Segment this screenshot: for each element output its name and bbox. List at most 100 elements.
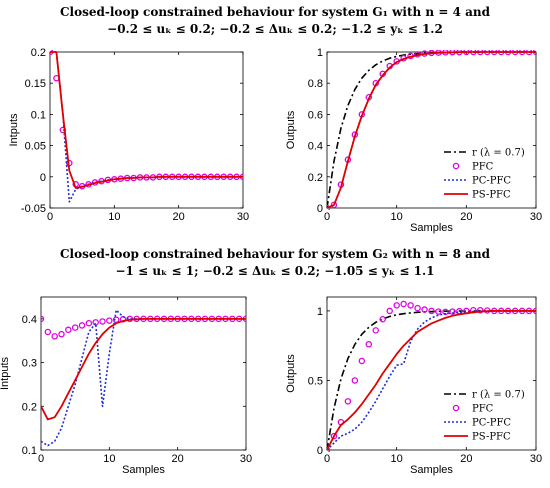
x-tick-label: 30 [237,211,249,223]
x-axis-label: Samples [410,222,453,234]
x-tick-label: 20 [460,453,472,465]
x-tick-label: 30 [240,453,252,465]
y-tick-label: -0.05 [21,203,46,215]
pfc-marker [106,317,113,324]
legend: r (λ = 0.7) PFC PC-PFC PS-PFC [440,386,532,446]
y-tick-label: 0.5 [308,375,323,387]
x-tick-label: 30 [530,453,542,465]
legend-label: PS-PFC [472,432,511,443]
pfc-marker [358,357,366,365]
pfc-marker [407,302,414,309]
pfc-marker [58,330,65,338]
plot-area-box [49,51,244,209]
pfc-marker [44,328,52,336]
y-tick-label: 0.6 [308,109,323,121]
plot-area-box [326,296,537,451]
legend: r (λ = 0.7) PFC PC-PFC PS-PFC [440,144,532,204]
x-axis-label: Samples [122,464,165,476]
legend-marker-pfc [452,162,460,170]
pfc-marker [386,307,393,315]
chart-panel-3: 0 10 20 30 0.1 0.2 0.3 0.4 Samples Intputs [0,296,252,476]
y-tick-label: 0.4 [308,141,323,153]
ps-pfc-line [50,51,243,189]
pfc-marker [344,398,352,405]
x-tick-label: 0 [324,211,330,223]
y-tick-label: 0.8 [308,78,323,90]
legend-label: PS-PFC [472,190,511,201]
y-tick-label: 1 [317,47,323,59]
legend-marker-pfc [452,404,460,412]
pfc-marker [379,316,386,323]
ps-pfc-line [327,309,536,451]
figure2-title-line1: Closed-loop constrained behaviour for sy… [60,247,491,261]
plot-area-box [40,296,247,451]
pc-pfc-line [50,51,243,203]
figure1-title-line2: −0.2 ≤ uₖ ≤ 0.2; −0.2 ≤ Δuₖ ≤ 0.2; −1.2 … [107,22,443,36]
legend-label: PC-PFC [472,418,511,429]
x-tick-label: 10 [391,211,403,223]
y-tick-label: 0 [40,172,46,184]
pfc-marker [51,333,58,340]
x-tick-label: 20 [460,211,472,223]
pc-pfc-line [41,309,246,447]
pfc-marker [327,204,331,210]
x-tick-label: 10 [103,453,115,465]
x-tick-label: 20 [173,211,185,223]
y-axis-label: Outputs [285,354,297,393]
x-tick-label: 10 [108,211,120,223]
y-axis-label: Intputs [8,113,20,147]
legend-label: PC-PFC [472,176,511,187]
pfc-marker [327,446,331,452]
pfc-marker [365,341,373,348]
pfc-marker [85,319,93,327]
pfc-marker [477,306,484,314]
figure2-title-line2: −1 ≤ uₖ ≤ 1; −0.2 ≤ Δuₖ ≤ 0.2; −1.05 ≤ y… [116,264,435,278]
plot-series-group [327,300,536,452]
pfc-marker [351,377,359,384]
pfc-marker [421,306,428,313]
y-axis-label: Intputs [0,356,11,390]
figure1-title-line1: Closed-loop constrained behaviour for sy… [60,5,491,19]
x-tick-label: 10 [391,453,403,465]
x-tick-label: 30 [530,211,542,223]
pfc-marker [71,324,79,331]
legend-label: r (λ = 0.7) [472,148,525,159]
pfc-marker [372,327,380,334]
pfc-marker [414,304,421,312]
y-tick-label: 0.15 [25,78,46,90]
y-tick-label: 0.2 [308,172,323,184]
y-tick-label: 0.1 [31,109,46,121]
pfc-marker [92,319,99,326]
y-tick-label: 0.1 [22,445,37,457]
x-axis-label: Samples [410,464,453,476]
legend-label: r (λ = 0.7) [472,390,525,401]
pfc-marker [428,307,435,315]
x-tick-label: 0 [47,211,53,223]
plot-series-group [41,309,246,447]
pfc-marker [449,308,456,315]
pfc-marker [400,300,407,308]
y-tick-label: 0.3 [22,358,37,370]
legend-label: PFC [472,162,494,173]
y-tick-label: 0.4 [22,314,37,326]
y-tick-label: 0.2 [31,47,46,59]
pfc-marker [41,315,45,323]
y-tick-label: 0.05 [25,141,46,153]
pfc-marker [78,322,86,329]
x-tick-label: 0 [324,453,330,465]
plot-series-group [327,50,536,210]
pfc-marker [330,432,338,440]
pfc-marker [99,318,106,325]
legend-label: PFC [472,404,494,415]
x-tick-label: 0 [38,453,44,465]
chart-panel-4: 0 10 20 30 0 0.5 1 Samples Outputs r (λ = 0.7) PFC… [285,296,542,476]
y-tick-label: 1 [317,306,323,318]
pfc-marker [330,201,338,209]
ps-pfc-line [41,317,246,421]
pfc-marker [65,326,72,334]
y-axis-label: Outputs [285,110,297,149]
ref-line [327,310,536,451]
y-tick-label: 0.2 [22,401,37,413]
